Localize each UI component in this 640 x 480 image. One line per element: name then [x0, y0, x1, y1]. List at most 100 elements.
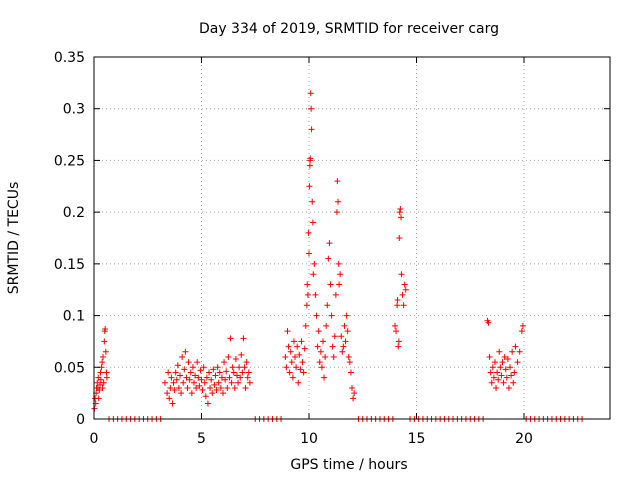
data-point [392, 322, 398, 329]
data-point [397, 206, 404, 213]
data-point [195, 374, 202, 381]
axis-ticks: 0 0.05 0.1 0.15 0.2 0.25 0.3 0.35 0 5 10 15 20 [54, 50, 610, 447]
data-point [192, 372, 199, 379]
data-point [503, 374, 510, 381]
x-axis-label: GPS time / hours [290, 457, 407, 473]
data-point [172, 369, 179, 376]
data-point [297, 366, 304, 373]
data-point [296, 351, 303, 358]
data-point [186, 376, 193, 383]
data-point [97, 376, 104, 383]
data-point [193, 384, 200, 391]
data-point [299, 359, 306, 366]
data-point [240, 335, 247, 342]
data-point [232, 356, 239, 363]
data-point [208, 376, 215, 383]
data-point [102, 326, 109, 333]
data-point [210, 366, 217, 373]
data-point [242, 384, 249, 391]
data-point [221, 359, 228, 366]
data-point [308, 105, 315, 112]
data-point [304, 291, 311, 298]
data-point [286, 369, 293, 376]
data-point [97, 381, 104, 388]
data-point [497, 364, 504, 371]
y-tick-label: 0.35 [54, 50, 85, 66]
data-point [177, 372, 183, 379]
data-point [218, 374, 225, 381]
data-point [335, 260, 342, 267]
grid-lines [94, 57, 610, 419]
data-point [494, 369, 501, 376]
data-point [317, 348, 324, 355]
data-point [510, 379, 517, 386]
data-point [184, 384, 191, 391]
data-point [324, 302, 331, 309]
data-point [316, 359, 323, 366]
data-point [187, 369, 194, 376]
data-point [95, 395, 102, 402]
y-tick-label: 0.3 [63, 102, 85, 118]
data-point [174, 362, 181, 369]
data-point [96, 387, 103, 394]
data-point [190, 379, 197, 386]
plot-frame [93, 56, 611, 420]
data-point [493, 384, 500, 391]
data-point [102, 348, 109, 355]
data-point [301, 345, 308, 352]
data-point [402, 286, 409, 293]
data-point [181, 366, 188, 373]
y-tick-label: 0.2 [63, 205, 85, 221]
data-point [100, 353, 107, 360]
data-point [173, 376, 180, 383]
data-point [340, 343, 347, 350]
data-point [283, 364, 290, 371]
data-point [289, 374, 296, 381]
data-point [244, 374, 251, 381]
data-point [310, 271, 317, 278]
data-point [312, 291, 319, 298]
data-point [214, 364, 221, 371]
data-point [238, 351, 245, 358]
data-point [333, 209, 340, 216]
data-point [311, 260, 318, 267]
data-point [304, 281, 311, 288]
data-point [288, 359, 295, 366]
data-point [287, 348, 294, 355]
data-point [394, 302, 401, 309]
data-point [329, 343, 336, 350]
data-point [328, 312, 335, 319]
data-point [101, 338, 108, 345]
data-point [488, 379, 495, 386]
data-point [319, 338, 326, 345]
data-point [171, 387, 178, 394]
data-point [400, 302, 407, 309]
data-point [504, 356, 511, 363]
data-point [396, 209, 403, 216]
y-tick-label: 0.25 [54, 153, 85, 169]
data-point [166, 395, 173, 402]
y-axis-label: SRMTID / TECUs [6, 182, 22, 295]
x-tick-label: 20 [515, 431, 533, 447]
data-point [322, 353, 329, 360]
data-point [209, 390, 216, 397]
data-point [499, 359, 506, 366]
data-point [342, 338, 349, 345]
data-point [512, 343, 519, 350]
data-point [491, 359, 498, 366]
data-point [226, 374, 233, 381]
data-point [298, 338, 305, 345]
data-point [514, 359, 521, 366]
data-point [225, 353, 232, 360]
data-point [294, 343, 301, 350]
x-tick-label: 15 [408, 431, 426, 447]
data-point [212, 372, 219, 379]
data-point [307, 155, 314, 162]
data-point [305, 229, 312, 236]
data-point [161, 379, 168, 386]
data-point [498, 372, 505, 379]
data-point [179, 353, 186, 360]
data-point [313, 312, 320, 319]
data-point [500, 379, 507, 386]
data-point [326, 240, 333, 247]
